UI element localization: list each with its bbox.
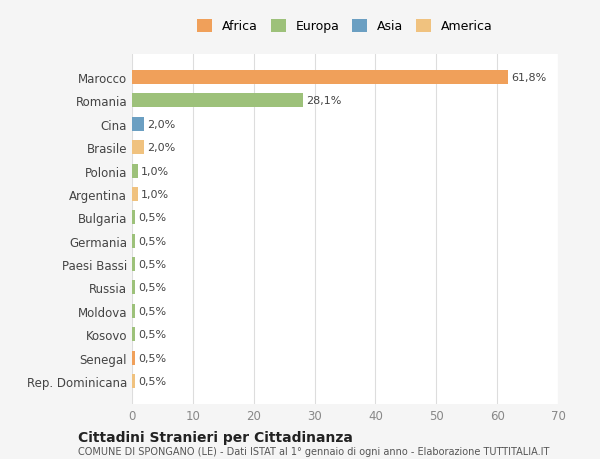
Text: 2,0%: 2,0% xyxy=(147,143,175,153)
Text: 28,1%: 28,1% xyxy=(306,96,341,106)
Bar xyxy=(132,188,138,202)
Bar xyxy=(132,374,135,388)
Text: 2,0%: 2,0% xyxy=(147,120,175,129)
Text: 0,5%: 0,5% xyxy=(138,376,166,386)
Text: 0,5%: 0,5% xyxy=(138,330,166,339)
Text: COMUNE DI SPONGANO (LE) - Dati ISTAT al 1° gennaio di ogni anno - Elaborazione T: COMUNE DI SPONGANO (LE) - Dati ISTAT al … xyxy=(78,447,550,456)
Text: 61,8%: 61,8% xyxy=(511,73,547,83)
Text: 0,5%: 0,5% xyxy=(138,283,166,293)
Legend: Africa, Europa, Asia, America: Africa, Europa, Asia, America xyxy=(194,16,496,37)
Bar xyxy=(132,351,135,365)
Text: 0,5%: 0,5% xyxy=(138,259,166,269)
Text: Cittadini Stranieri per Cittadinanza: Cittadini Stranieri per Cittadinanza xyxy=(78,430,353,444)
Bar xyxy=(132,71,508,85)
Text: 0,5%: 0,5% xyxy=(138,213,166,223)
Bar xyxy=(132,211,135,225)
Text: 0,5%: 0,5% xyxy=(138,353,166,363)
Bar xyxy=(132,141,144,155)
Bar xyxy=(132,281,135,295)
Text: 0,5%: 0,5% xyxy=(138,236,166,246)
Bar xyxy=(132,164,138,178)
Bar xyxy=(132,304,135,318)
Text: 1,0%: 1,0% xyxy=(141,166,169,176)
Bar xyxy=(132,234,135,248)
Bar xyxy=(132,94,303,108)
Text: 0,5%: 0,5% xyxy=(138,306,166,316)
Bar xyxy=(132,257,135,271)
Bar xyxy=(132,118,144,132)
Bar xyxy=(132,327,135,341)
Text: 1,0%: 1,0% xyxy=(141,190,169,200)
